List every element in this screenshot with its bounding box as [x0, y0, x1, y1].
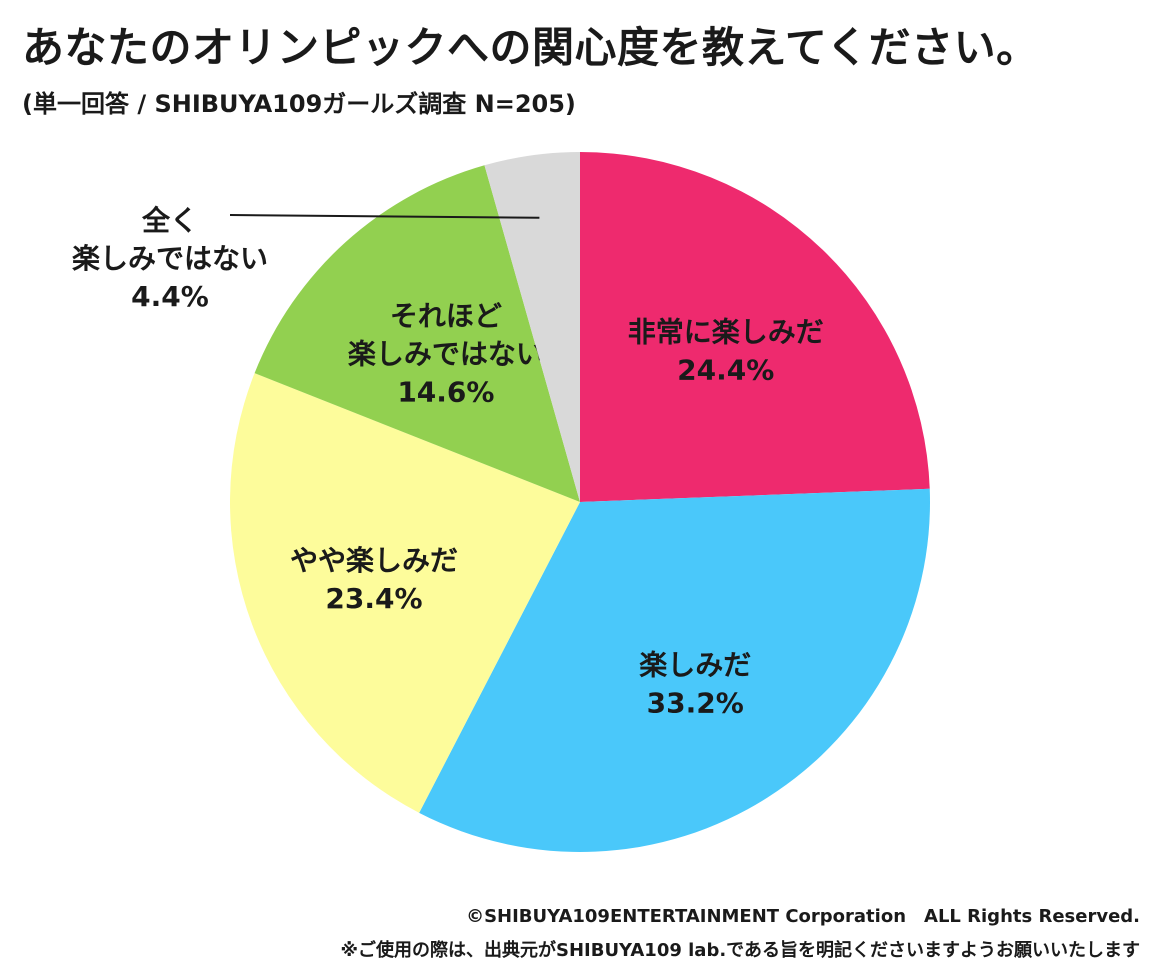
- callout-leader-line: [229, 214, 540, 219]
- usage-note: ※ご使用の際は、出典元がSHIBUYA109 lab.である旨を明記くださいます…: [340, 940, 1141, 961]
- slice-label-0: 非常に楽しみだ: [628, 316, 824, 349]
- slice-label-4: 全く: [141, 204, 198, 237]
- data-label-3: 14.6%: [397, 376, 494, 409]
- slice-label-3: それほど: [390, 300, 502, 333]
- pie-slice-0: [580, 152, 930, 502]
- pie-slice-1: [419, 488, 930, 852]
- data-label-2: 23.4%: [325, 582, 422, 615]
- chart-title: あなたのオリンピックへの関心度を教えてください。: [22, 23, 1039, 72]
- data-label-1: 33.2%: [647, 686, 744, 719]
- data-label-0: 24.4%: [677, 354, 774, 387]
- slice-label-1: 楽しみだ: [639, 648, 751, 681]
- slice-label-4: 楽しみではない: [72, 242, 268, 275]
- slice-label-2: やや楽しみだ: [290, 544, 458, 577]
- pie-slice-2: [230, 373, 580, 813]
- pie-slice-4: [484, 152, 580, 502]
- data-label-4: 4.4%: [131, 280, 209, 313]
- chart-subtitle: (単一回答 / SHIBUYA109ガールズ調査 N=205): [22, 90, 576, 118]
- slice-label-3: 楽しみではない: [348, 338, 544, 371]
- pie-slice-3: [254, 165, 580, 503]
- copyright-notice: ©SHIBUYA109ENTERTAINMENT Corporation ALL…: [466, 906, 1140, 927]
